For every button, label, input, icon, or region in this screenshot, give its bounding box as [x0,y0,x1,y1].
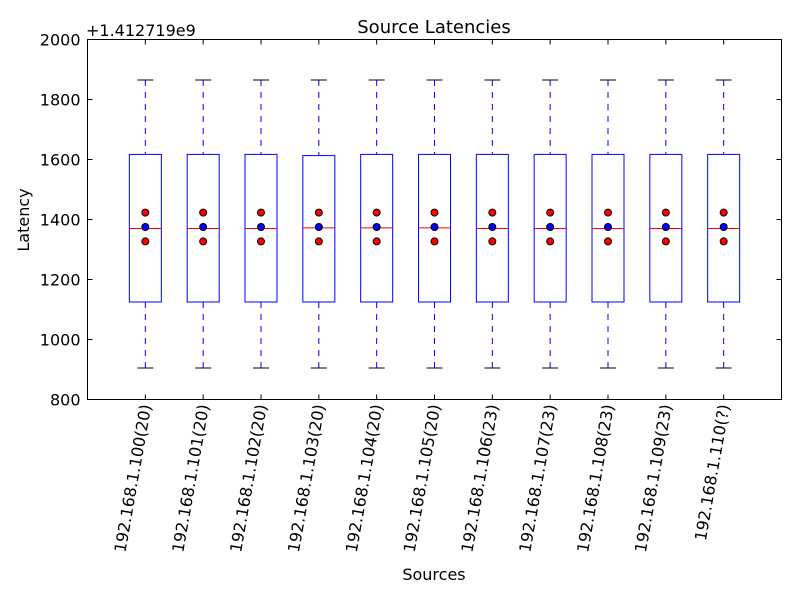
mean-plus-marker [257,208,265,217]
mean-plus-marker [430,208,439,217]
mean-marker [488,223,497,231]
x-tick-label: 192.168.1.102(20) [226,403,271,554]
x-tick-label: 192.168.1.104(20) [342,403,387,554]
mean-minus-marker [488,237,497,246]
mean-minus-marker [257,237,265,246]
y-tick-label: 1800 [40,91,81,110]
mean-plus-marker [199,208,208,217]
x-tick-label: 192.168.1.105(20) [400,403,445,554]
mean-plus-marker [314,208,323,217]
mean-plus-marker [719,208,728,217]
chart-title: Source Latencies [357,17,511,38]
mean-plus-marker [141,208,150,217]
mean-plus-marker [546,208,555,217]
mean-marker [604,223,612,231]
mean-marker [546,223,555,231]
mean-marker [372,223,381,231]
x-tick-label: 192.168.1.106(23) [458,403,503,554]
y-tick-label: 1000 [40,331,81,350]
x-tick-label: 192.168.1.108(23) [573,403,618,554]
mean-plus-marker [661,208,670,217]
mean-plus-marker [372,208,381,217]
x-tick-label: 192.168.1.110(?) [691,403,734,542]
y-axis-offset-label: +1.412719e9 [86,21,196,40]
plot-area: 800 1000 1200 1400 1600 1800 2000 192.168.1.100… [40,31,782,554]
mean-marker [430,223,439,231]
mean-marker [314,223,323,231]
mean-minus-marker [372,237,381,246]
mean-plus-marker [488,208,497,217]
y-axis-label: Latency [14,188,33,251]
mean-marker [199,223,208,231]
mean-minus-marker [141,237,150,246]
y-tick-label: 1400 [40,211,81,230]
mean-marker [257,223,265,231]
y-tick-label: 800 [50,391,81,410]
mean-minus-marker [546,237,555,246]
box-iqr [302,155,336,303]
mean-marker [719,223,728,231]
x-tick-label: 192.168.1.107(23) [515,403,560,554]
x-tick-label: 192.168.1.109(23) [631,403,676,554]
y-tick-label: 1600 [40,151,81,170]
mean-minus-marker [430,237,439,246]
mean-marker [661,223,670,231]
mean-minus-marker [314,237,323,246]
mean-marker [141,223,150,231]
x-tick-label: 192.168.1.101(20) [168,403,213,554]
mean-minus-marker [604,237,612,246]
plot-frame [87,39,782,400]
y-tick-label: 1200 [40,271,81,290]
x-tick-label: 192.168.1.100(20) [111,403,156,554]
mean-minus-marker [661,237,670,246]
x-axis-label: Sources [402,565,465,584]
y-tick-label: 2000 [40,31,81,50]
x-tick-label: 192.168.1.103(20) [284,403,329,554]
mean-minus-marker [719,237,728,246]
mean-plus-marker [604,208,612,217]
mean-minus-marker [199,237,208,246]
